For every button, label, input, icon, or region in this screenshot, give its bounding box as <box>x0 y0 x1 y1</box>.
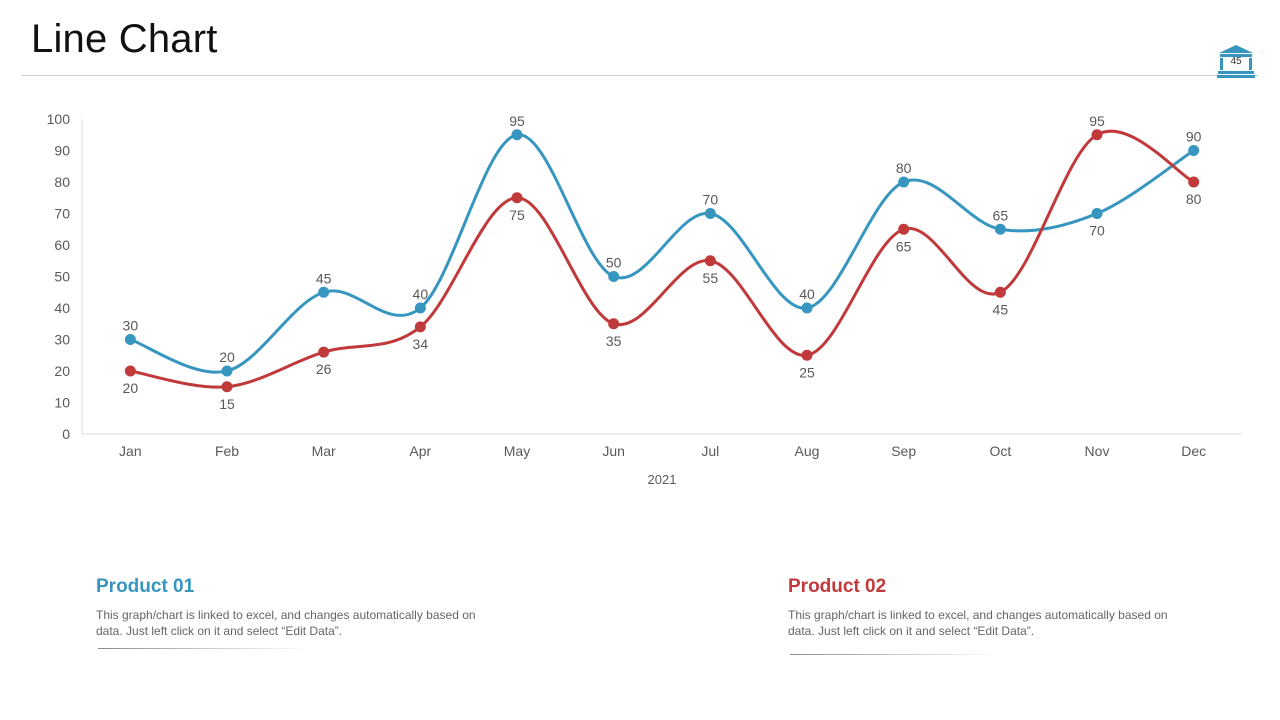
product-01-block: Product 01 This graph/chart is linked to… <box>96 576 476 649</box>
data-point-product-02 <box>318 346 330 358</box>
data-label-product-01: 50 <box>606 255 622 271</box>
y-tick-label: 80 <box>54 174 70 190</box>
data-point-product-02 <box>221 381 233 393</box>
data-label-product-01: 70 <box>703 192 719 208</box>
data-point-product-02 <box>608 318 620 330</box>
data-point-product-01 <box>801 302 813 314</box>
y-tick-label: 50 <box>54 269 70 285</box>
y-tick-label: 0 <box>62 426 70 442</box>
data-label-product-02: 95 <box>1089 113 1105 129</box>
y-tick-label: 40 <box>54 300 70 316</box>
series-line-product-01 <box>129 133 1195 374</box>
data-label-product-02: 35 <box>606 333 622 349</box>
data-point-product-02 <box>1091 129 1103 141</box>
data-label-product-01: 70 <box>1089 223 1105 239</box>
product-02-block: Product 02 This graph/chart is linked to… <box>788 576 1168 655</box>
data-point-product-02 <box>898 223 910 235</box>
data-label-product-02: 45 <box>993 301 1009 317</box>
product-02-description: This graph/chart is linked to excel, and… <box>788 608 1168 638</box>
data-point-product-01 <box>704 208 716 219</box>
data-point-product-02 <box>994 286 1006 298</box>
y-tick-label: 60 <box>54 237 70 253</box>
series-line-product-02 <box>130 129 1195 389</box>
x-tick-label: May <box>504 443 530 459</box>
data-point-product-01 <box>221 365 233 377</box>
data-label-product-01: 40 <box>799 286 815 302</box>
data-label-product-01: 95 <box>509 113 525 129</box>
x-tick-label: Jul <box>701 443 719 459</box>
data-label-product-01: 65 <box>993 207 1009 223</box>
product-01-title: Product 01 <box>96 576 195 597</box>
x-tick-label: Jun <box>602 443 625 459</box>
data-label-product-01: 45 <box>316 270 332 286</box>
page-number: 45 <box>1230 56 1242 67</box>
data-point-product-01 <box>124 334 136 345</box>
data-label-product-02: 15 <box>219 396 235 412</box>
data-label-product-02: 65 <box>896 238 912 254</box>
data-label-product-02: 55 <box>703 270 719 286</box>
x-tick-label: Sep <box>891 443 916 459</box>
y-tick-label: 10 <box>54 395 70 411</box>
line-chart: 0 10 20 30 40 50 60 70 80 90 100 Jan Feb Mar Apr May Jun… <box>47 111 1242 487</box>
product-02-title: Product 02 <box>788 576 887 597</box>
x-tick-label: Apr <box>409 443 431 459</box>
data-label-product-01: 30 <box>123 318 139 334</box>
y-tick-label: 90 <box>54 143 70 159</box>
data-point-product-01 <box>994 223 1006 235</box>
data-label-product-01: 40 <box>413 286 429 302</box>
product-01-description: This graph/chart is linked to excel, and… <box>96 608 476 638</box>
data-point-product-02 <box>704 255 716 267</box>
data-point-product-01 <box>318 286 330 298</box>
product-02-divider <box>790 654 1000 655</box>
data-label-product-02: 75 <box>509 207 525 223</box>
data-point-product-01 <box>1188 145 1200 156</box>
x-tick-label: Aug <box>795 443 820 459</box>
data-point-product-02 <box>124 365 136 377</box>
x-tick-label: Mar <box>312 443 336 459</box>
data-point-product-02 <box>414 321 426 333</box>
bank-building-icon <box>1217 45 1255 78</box>
x-tick-label: Nov <box>1085 443 1110 459</box>
y-tick-label: 30 <box>54 332 70 348</box>
data-label-product-02: 80 <box>1186 191 1202 207</box>
data-point-product-02 <box>511 192 523 204</box>
x-axis-title: 2021 <box>648 472 677 487</box>
data-label-product-01: 20 <box>219 349 235 365</box>
title-divider <box>22 75 1258 76</box>
data-point-product-02 <box>1188 176 1200 188</box>
x-tick-label: Oct <box>989 443 1011 459</box>
x-tick-label: Feb <box>215 443 239 459</box>
data-point-product-02 <box>801 349 813 361</box>
data-point-product-01 <box>414 302 426 314</box>
data-point-product-01 <box>898 176 910 188</box>
y-tick-label: 20 <box>54 363 70 379</box>
data-label-product-01: 80 <box>896 160 912 176</box>
data-label-product-02: 25 <box>799 364 815 380</box>
data-point-product-01 <box>511 129 523 141</box>
slide-title: Line Chart <box>31 17 218 61</box>
data-label-product-02: 34 <box>413 336 429 352</box>
data-point-product-01 <box>608 271 620 282</box>
x-tick-label: Jan <box>119 443 142 459</box>
x-tick-label: Dec <box>1181 443 1206 459</box>
data-label-product-02: 20 <box>123 380 139 396</box>
data-point-product-01 <box>1091 208 1103 219</box>
data-label-product-01: 90 <box>1186 129 1202 145</box>
y-tick-label: 100 <box>47 111 71 127</box>
product-01-divider <box>98 648 308 649</box>
data-label-product-02: 26 <box>316 361 332 377</box>
y-tick-label: 70 <box>54 206 70 222</box>
